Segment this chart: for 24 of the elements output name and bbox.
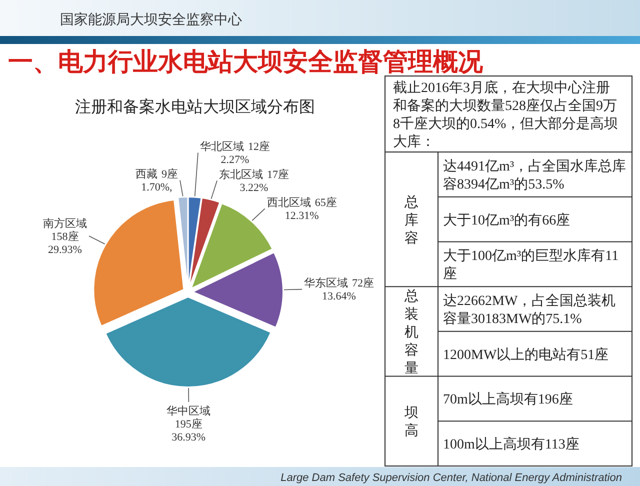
text: 1200MW以上的电站有51座 <box>443 348 609 363</box>
data-label: 158座 29.93% <box>48 230 82 256</box>
text: 一、电力行业水电站大坝安全监督管理概况 <box>8 47 484 76</box>
slice-label: 南方区域 <box>43 216 88 230</box>
slice-label: 华中区域 <box>166 404 211 418</box>
text: 大于100亿m³的巨型水库有11座 <box>443 249 619 282</box>
category-label: 坝高 <box>404 406 418 440</box>
slice-label: 华东区域 <box>304 276 348 290</box>
text: 100m以上高坝有113座 <box>443 438 580 453</box>
category-label: 总库容 <box>404 195 418 246</box>
text: 70m以上高坝有196座 <box>443 392 573 408</box>
text: 截止2016年3月底，在大坝中心注册和备案的大坝数量528座仅占全国9万8千座大坝的0.54%，但大部分是高坝大库： <box>393 80 618 150</box>
chart-title: 注册和备案水电站大坝区域分布图 <box>75 98 315 116</box>
text: 达22662MW，占全国总装机容量30183MW的75.1% <box>443 294 616 327</box>
text: 达4491亿m³，占全国水库总库容8394亿m³的53.5% <box>443 159 626 192</box>
text: 国家能源局大坝安全监察中心 <box>60 12 242 28</box>
data-label: 195座 36.93% <box>172 417 206 444</box>
slice-label: 华北区域 <box>200 140 244 154</box>
text: 大于10亿m³的有66座 <box>443 213 570 228</box>
slice-label: 西北区域 <box>266 196 311 210</box>
slice-label: 西藏 <box>136 168 158 181</box>
text: Large Dam Safety Supervision Center, National Energy Administration <box>280 472 622 484</box>
category-label: 总装机容量 <box>404 289 418 376</box>
slice-label: 东北区域 <box>219 168 264 182</box>
